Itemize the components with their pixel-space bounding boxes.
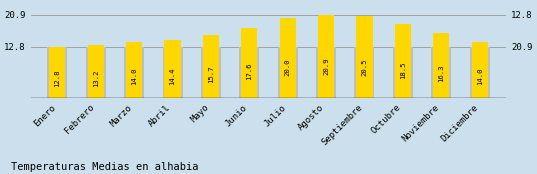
- Text: Temperaturas Medias en alhabia: Temperaturas Medias en alhabia: [11, 162, 198, 172]
- Bar: [124, 47, 144, 98]
- Text: 20.5: 20.5: [361, 58, 367, 76]
- Text: 17.6: 17.6: [246, 62, 252, 80]
- Bar: [470, 47, 490, 98]
- Text: 15.7: 15.7: [208, 65, 214, 83]
- Bar: [393, 47, 413, 98]
- Bar: [241, 28, 257, 98]
- Bar: [278, 47, 297, 98]
- Bar: [201, 47, 221, 98]
- Text: 14.0: 14.0: [131, 68, 137, 85]
- Bar: [318, 15, 334, 98]
- Text: 13.2: 13.2: [93, 69, 99, 87]
- Text: 14.4: 14.4: [170, 67, 176, 85]
- Bar: [316, 47, 336, 98]
- Bar: [431, 47, 451, 98]
- Bar: [395, 24, 411, 98]
- Bar: [164, 41, 180, 98]
- Bar: [47, 47, 67, 98]
- Bar: [86, 47, 106, 98]
- Bar: [163, 47, 183, 98]
- Text: 12.8: 12.8: [54, 70, 60, 87]
- Text: 14.0: 14.0: [477, 68, 483, 85]
- Bar: [126, 42, 142, 98]
- Bar: [354, 47, 374, 98]
- Text: 20.9: 20.9: [323, 58, 329, 75]
- Bar: [357, 16, 373, 98]
- Bar: [88, 45, 104, 98]
- Bar: [471, 42, 488, 98]
- Bar: [49, 47, 66, 98]
- Bar: [433, 33, 449, 98]
- Text: 18.5: 18.5: [400, 61, 406, 79]
- Bar: [280, 18, 296, 98]
- Bar: [240, 47, 259, 98]
- Text: 20.0: 20.0: [285, 59, 291, 76]
- Bar: [203, 35, 219, 98]
- Text: 16.3: 16.3: [438, 65, 444, 82]
